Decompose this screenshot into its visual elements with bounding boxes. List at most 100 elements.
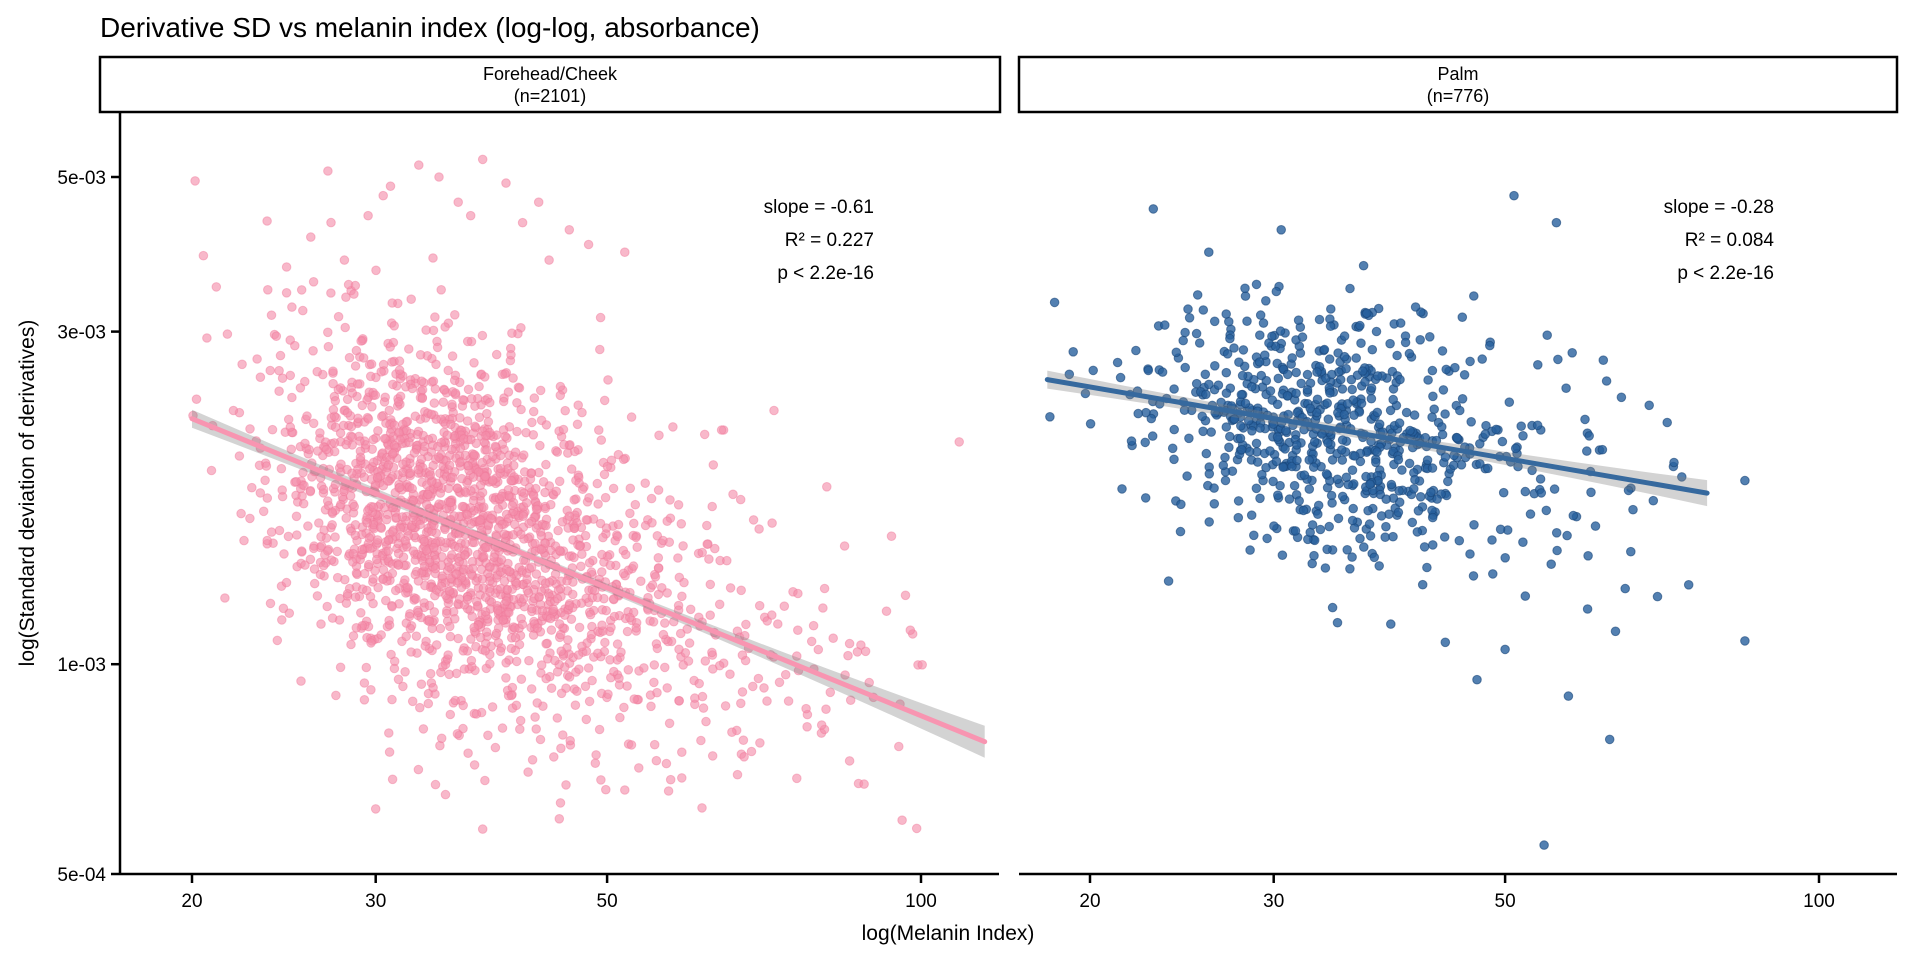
scatter-point: [1191, 328, 1202, 339]
scatter-point: [1218, 460, 1229, 471]
scatter-point: [479, 502, 489, 512]
scatter-point: [622, 681, 632, 691]
scatter-point: [462, 336, 473, 347]
scatter-point: [323, 341, 334, 352]
scatter-point: [445, 621, 455, 632]
scatter-point: [518, 511, 529, 522]
scatter-point: [620, 247, 630, 257]
scatter-point: [792, 773, 802, 784]
scatter-point: [291, 476, 301, 487]
scatter-point: [1307, 520, 1318, 530]
scatter-point: [614, 673, 624, 684]
scatter-point: [371, 554, 382, 565]
scatter-point: [1275, 326, 1286, 336]
scatter-point: [725, 583, 736, 593]
scatter-point: [905, 625, 916, 636]
scatter-point: [780, 669, 791, 680]
scatter-point: [1345, 564, 1355, 574]
scatter-point: [1427, 365, 1438, 376]
scatter-point: [305, 486, 316, 497]
scatter-point: [1415, 492, 1426, 502]
scatter-point: [954, 437, 965, 447]
scatter-point: [278, 603, 289, 614]
scatter-point: [746, 746, 757, 757]
scatter-point: [1191, 378, 1202, 389]
scatter-point: [486, 513, 496, 524]
scatter-point: [436, 581, 447, 592]
scatter-point: [1302, 385, 1313, 395]
scatter-point: [793, 625, 803, 636]
scatter-point: [359, 472, 370, 483]
scatter-point: [1247, 426, 1257, 436]
scatter-point: [472, 600, 483, 611]
scatter-point: [530, 579, 541, 590]
scatter-point: [1240, 291, 1251, 301]
scatter-point: [612, 639, 623, 649]
scatter-point: [510, 632, 521, 643]
scatter-point: [652, 643, 663, 654]
scatter-point: [519, 476, 530, 487]
scatter-point: [339, 255, 350, 265]
scatter-point: [458, 395, 468, 405]
scatter-point: [549, 752, 559, 762]
scatter-point: [335, 428, 346, 438]
scatter-point: [1652, 591, 1663, 602]
scatter-point: [1184, 313, 1195, 323]
scatter-point: [191, 394, 202, 405]
scatter-point: [546, 625, 557, 635]
scatter-point: [530, 712, 540, 722]
scatter-point: [503, 513, 514, 524]
scatter-point: [304, 444, 314, 455]
scatter-point: [430, 312, 440, 322]
scatter-point: [1240, 283, 1250, 294]
panel-1: [1044, 190, 1750, 850]
stats-annotation-palm: slope = -0.28 R² = 0.084 p < 2.2e-16: [1664, 197, 1775, 284]
scatter-point: [468, 495, 479, 506]
scatter-point: [495, 646, 506, 657]
scatter-point: [535, 734, 546, 745]
scatter-point: [485, 659, 495, 669]
scatter-point: [674, 696, 685, 706]
scatter-point: [1394, 486, 1404, 496]
scatter-point: [498, 396, 509, 407]
scatter-point: [417, 393, 428, 404]
scatter-point: [1504, 397, 1515, 408]
scatter-point: [444, 562, 454, 572]
scatter-point: [1143, 365, 1154, 376]
scatter-point: [379, 397, 390, 407]
scatter-point: [533, 197, 544, 207]
scatter-point: [697, 691, 708, 702]
scatter-point: [1206, 427, 1216, 437]
scatter-point: [1407, 517, 1418, 528]
scatter-point: [599, 395, 610, 406]
scatter-point: [407, 696, 418, 707]
scatter-point: [1140, 437, 1150, 448]
scatter-point: [1237, 370, 1248, 381]
scatter-point: [1392, 350, 1402, 361]
scatter-point: [368, 574, 379, 584]
scatter-point: [316, 531, 326, 542]
scatter-point: [577, 641, 587, 652]
scatter-point: [328, 378, 338, 389]
scatter-point: [1397, 465, 1407, 475]
scatter-point: [728, 489, 738, 500]
scatter-point: [239, 535, 249, 546]
scatter-point: [330, 396, 341, 406]
scatter-point: [1265, 446, 1275, 456]
scatter-point: [566, 464, 577, 474]
scatter-point: [413, 607, 424, 618]
scatter-point: [347, 468, 357, 479]
scatter-point: [1385, 338, 1395, 349]
scatter-point: [236, 508, 246, 519]
scatter-point: [450, 388, 461, 399]
scatter-point: [674, 644, 684, 655]
scatter-point: [260, 475, 270, 486]
scatter-point: [737, 650, 748, 660]
scatter-point: [529, 393, 540, 403]
scatter-point: [759, 683, 769, 693]
scatter-point: [347, 388, 358, 398]
stats-annotation-forehead-cheek: slope = -0.61 R² = 0.227 p < 2.2e-16: [764, 197, 874, 284]
scatter-point: [1220, 452, 1230, 463]
panel-0: [188, 154, 988, 834]
scatter-point: [1518, 537, 1528, 548]
